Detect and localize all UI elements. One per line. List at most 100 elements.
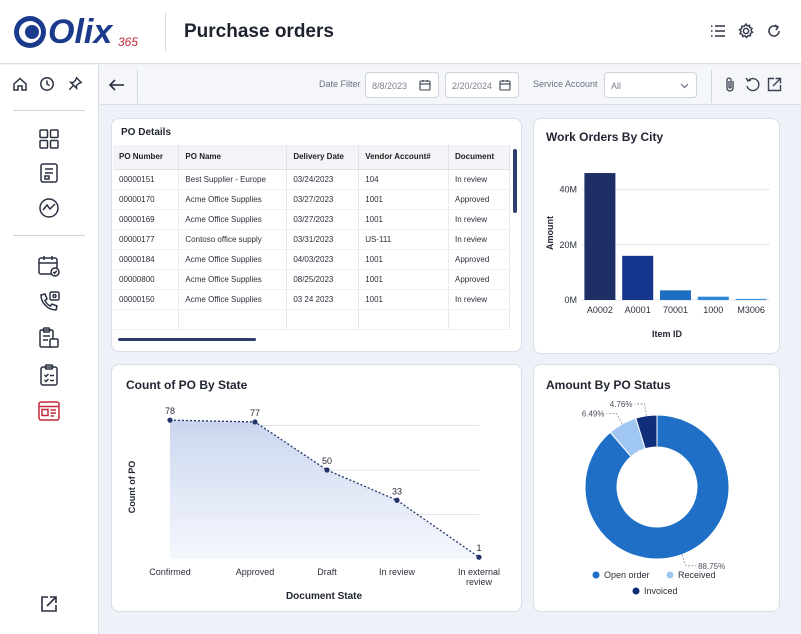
external-link-icon[interactable] [39,594,59,614]
table-row [113,309,510,330]
gear-icon[interactable] [737,22,755,40]
service-account-label: Service Account [533,79,598,89]
po-state-card: Count of PO By State 78 77 50 33 1 Confirmed A… [111,364,522,612]
x-tick-label: Approved [236,567,275,577]
date-to-field[interactable]: 2/20/2024 [445,72,519,98]
date-from-field[interactable]: 8/8/2023 [365,72,439,98]
table-cell: Approved [448,269,510,290]
svg-text:Olix: Olix [48,13,114,51]
data-point [252,419,258,425]
list-icon[interactable] [709,22,727,40]
paperclip-icon[interactable] [722,76,738,93]
legend-swatch [632,587,640,595]
po-status-card: Amount By PO Status 88.75% 6.49% 4.76% Open… [533,364,780,612]
data-label: 4.76% [610,400,633,409]
area-fill [170,420,479,559]
sidebar-divider [13,235,85,236]
analytics-icon[interactable] [38,197,60,219]
data-point [324,467,330,473]
svg-text:365: 365 [118,35,138,49]
sidebar [0,65,99,634]
calendar-icon[interactable] [499,79,511,91]
data-label: 77 [250,408,260,418]
x-tick-label: 1000 [703,305,723,315]
data-label: 6.49% [582,409,605,418]
refresh-icon[interactable] [765,22,783,40]
pin-icon[interactable] [67,76,83,92]
y-tick-label: 20M [559,240,577,250]
column-header[interactable]: Vendor Account# [358,145,450,170]
column-header[interactable]: Document [448,145,510,170]
table-cell: Acme Office Supplies [178,289,288,310]
label-leader [681,554,697,567]
work-orders-card: Work Orders By City 0M 20M 40M A0002 A0001 70… [533,118,780,354]
vertical-scrollbar[interactable] [513,149,517,213]
undo-icon[interactable] [744,76,761,93]
table-cell: 03/27/2023 [286,209,360,230]
table-row[interactable]: 00000184 Acme Office Supplies 04/03/2023 10… [113,249,510,270]
table-cell: Acme Office Supplies [178,249,288,270]
series-line [169,419,480,558]
data-label: 33 [392,486,402,496]
bar-chart: 0M 20M 40M A0002 A0001 70001 1000 M3006 Item ID A… [545,173,770,339]
home-icon[interactable] [12,76,28,92]
phone-icon[interactable] [37,290,61,314]
table-cell: In review [448,289,510,310]
dashboard-icon[interactable] [37,399,61,423]
column-header[interactable]: Delivery Date [286,145,360,170]
po-details-card: PO Details PO Number PO Name Delivery Da… [111,118,522,352]
table-cell: 1001 [358,249,450,270]
legend-label: Open order [604,570,650,580]
table-cell: Acme Office Supplies [178,269,288,290]
x-tick-label: A0001 [625,305,651,315]
open-external-icon[interactable] [766,76,783,93]
clock-icon[interactable] [39,76,55,92]
x-tick-label: M3006 [737,305,765,315]
back-arrow-icon[interactable] [108,76,126,94]
x-tick-label: Confirmed [149,567,191,577]
data-point [167,417,173,423]
table-cell: 04/03/2023 [286,249,360,270]
table-cell: Contoso office supply [178,229,288,250]
card-title: PO Details [121,127,172,138]
table-cell: Approved [448,189,510,210]
table-row[interactable]: 00000177 Contoso office supply 03/31/2023 U… [113,229,510,250]
table-cell: 1001 [358,209,450,230]
table-row[interactable]: 00000170 Acme Office Supplies 03/27/2023 10… [113,189,510,210]
horizontal-scrollbar[interactable] [118,338,256,341]
header-divider [165,12,166,52]
legend-label: Invoiced [644,586,678,596]
table-row[interactable]: 00000151 Best Supplier - Europe 03/24/2023… [113,169,510,190]
legend-label: Received [678,570,716,580]
x-axis-title: Document State [286,591,363,602]
calendar-icon[interactable] [419,79,431,91]
table-cell: 1001 [358,269,450,290]
clipboard-icon[interactable] [37,326,61,350]
table-cell: 104 [358,169,450,190]
card-title: Count of PO By State [126,378,248,392]
checklist-icon[interactable] [37,363,61,387]
toolbar-divider [137,69,138,103]
bar [735,298,767,300]
page-title: Purchase orders [184,21,334,42]
x-tick-label: 70001 [663,305,688,315]
column-header[interactable]: PO Number [113,145,180,170]
date-to-value: 2/20/2024 [452,81,493,91]
grid-icon[interactable] [38,128,60,150]
table-cell: In review [448,169,510,190]
calendar-icon[interactable] [37,254,61,278]
table-cell: In review [448,209,510,230]
column-header[interactable]: PO Name [178,145,288,170]
bar [697,296,729,300]
area-chart: 78 77 50 33 1 Confirmed Approved Draft In review… [127,406,500,602]
table-row[interactable]: 00000800 Acme Office Supplies 08/25/2023 10… [113,269,510,290]
table-row[interactable]: 00000150 Acme Office Supplies 03 24 2023 10… [113,289,510,310]
sidebar-divider [13,110,85,111]
card-title: Amount By PO Status [546,378,671,392]
report-icon[interactable] [38,162,60,184]
table-row[interactable]: 00000169 Acme Office Supplies 03/27/2023 10… [113,209,510,230]
service-account-select[interactable]: All [604,72,697,98]
toolbar-divider [711,69,712,103]
y-tick-label: 40M [559,185,577,195]
x-axis-title: Item ID [652,329,683,339]
